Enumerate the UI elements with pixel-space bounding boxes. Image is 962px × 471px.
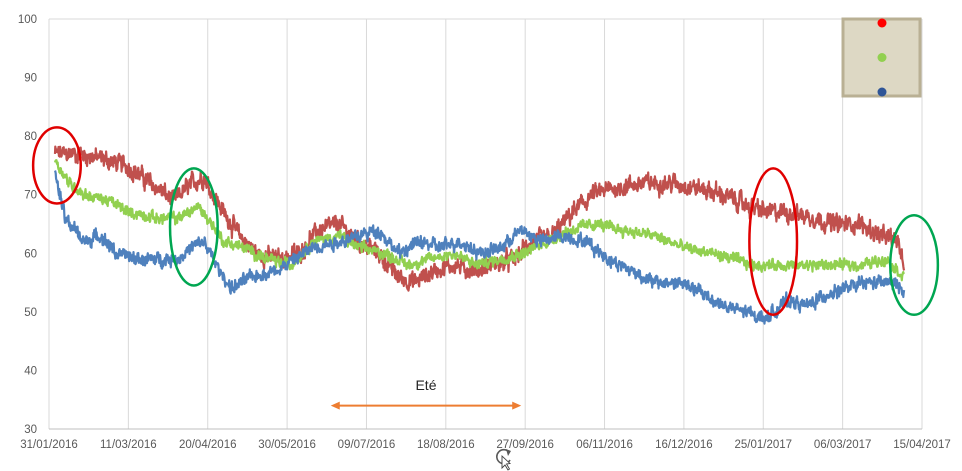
highlight-ellipse-3	[748, 167, 799, 317]
highlight-ellipse-2	[168, 167, 219, 287]
highlight-ellipse-1	[31, 126, 82, 205]
y-tick-label: 30	[24, 424, 37, 436]
x-tick-label: 30/05/2016	[258, 439, 316, 451]
x-tick-label: 16/12/2016	[655, 439, 713, 451]
x-tick-label: 06/11/2016	[576, 439, 633, 451]
y-tick-label: 100	[18, 14, 37, 26]
cursor-arrowhead	[506, 449, 511, 456]
y-tick-label: 40	[24, 365, 37, 377]
y-tick-label: 90	[24, 73, 37, 85]
cursor-pointer	[501, 454, 511, 471]
x-tick-label: 06/03/2017	[814, 439, 872, 451]
annotations: Eté	[31, 126, 940, 410]
legend-marker-2	[877, 53, 887, 62]
y-tick-label: 60	[24, 248, 37, 260]
y-tick-label: 50	[24, 307, 37, 319]
highlight-ellipse-4	[889, 213, 940, 317]
refresh-cursor-icon	[496, 448, 511, 471]
legend	[841, 17, 922, 98]
x-tick-label: 15/04/2017	[893, 439, 951, 451]
x-tick-label: 18/08/2016	[417, 439, 475, 451]
series-line-2	[53, 159, 905, 282]
summer-arrow-left-head	[330, 401, 340, 410]
y-tick-label: 80	[24, 131, 37, 143]
axes: 31/01/2016 11/03/2016 20/04/2016 30/05/2016…	[18, 14, 951, 451]
summer-label: Eté	[415, 377, 436, 393]
x-tick-label: 20/04/2016	[179, 439, 237, 451]
series-group	[53, 145, 906, 325]
series-line-3	[53, 170, 906, 325]
grid-lines	[48, 18, 923, 429]
x-tick-label: 09/07/2016	[338, 439, 396, 451]
series-line-1	[53, 145, 906, 292]
x-tick-label: 27/09/2016	[496, 439, 554, 451]
x-tick-label: 25/01/2017	[734, 439, 792, 451]
y-tick-label: 70	[24, 190, 37, 202]
legend-marker-1	[877, 18, 887, 28]
x-tick-label: 11/03/2016	[100, 439, 157, 451]
legend-marker-3	[877, 87, 887, 97]
summer-arrow-right-head	[512, 401, 522, 410]
x-tick-label: 31/01/2016	[20, 439, 78, 451]
